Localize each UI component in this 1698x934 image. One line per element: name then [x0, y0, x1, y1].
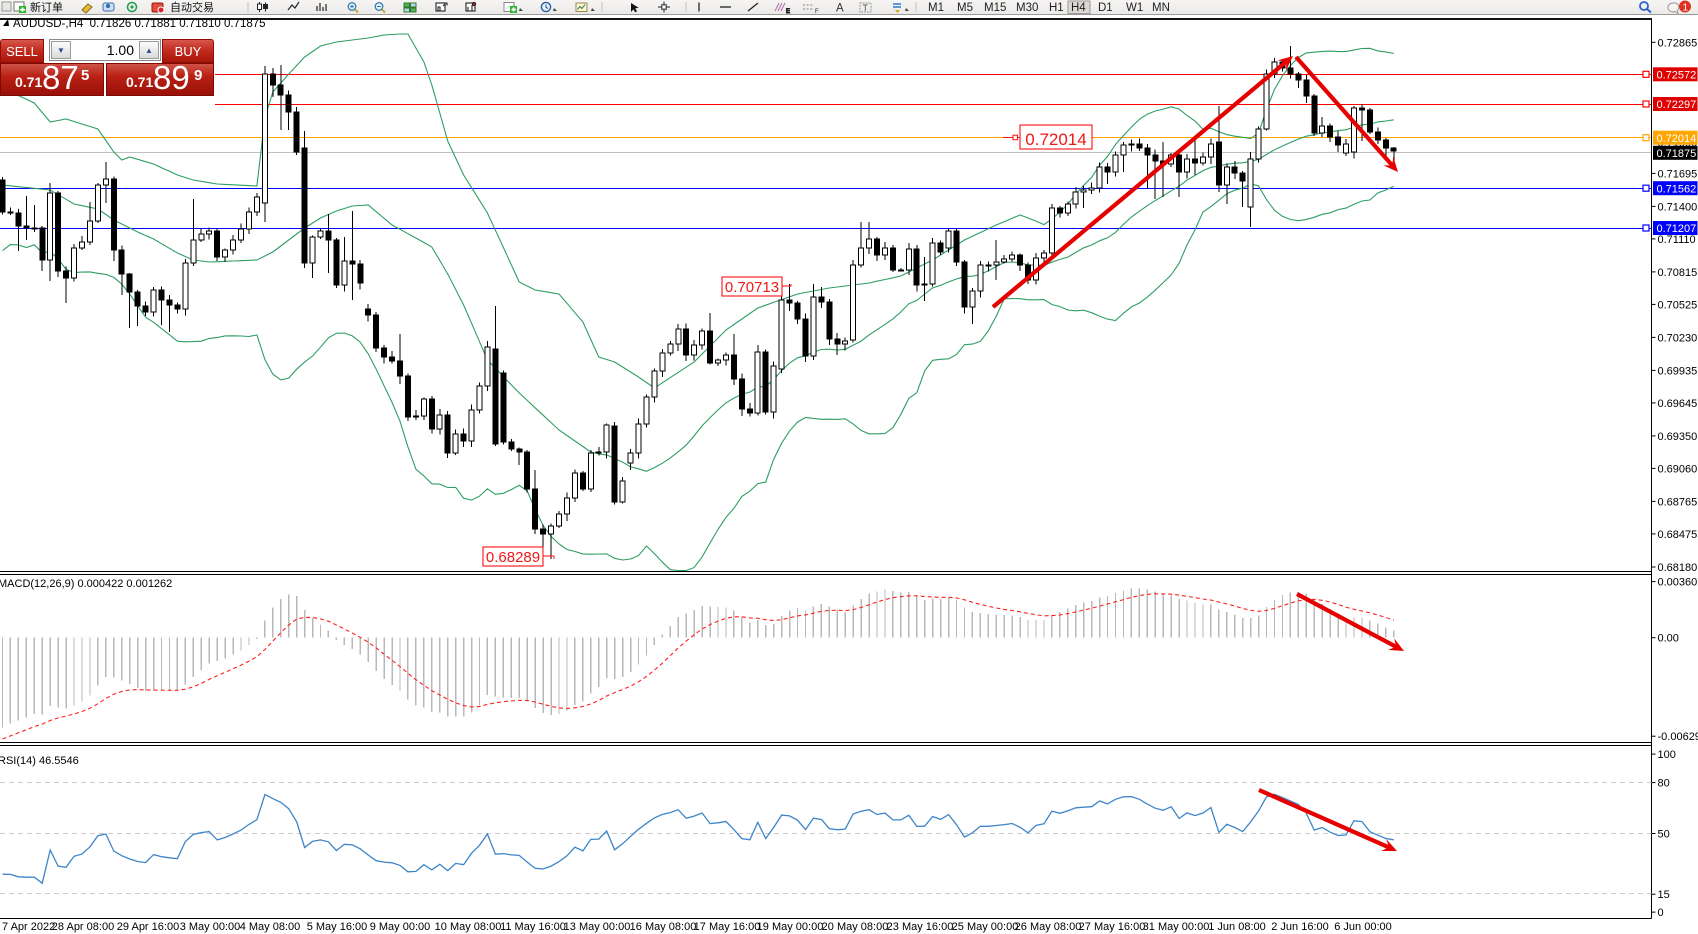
svg-text:1: 1: [1683, 3, 1689, 14]
svg-text:25 May 00:00: 25 May 00:00: [952, 921, 1019, 933]
svg-text:0.71207: 0.71207: [1657, 223, 1697, 235]
svg-text:0.71562: 0.71562: [1657, 183, 1697, 195]
svg-text:MN: MN: [1152, 2, 1170, 14]
svg-text:0.72297: 0.72297: [1657, 99, 1697, 111]
svg-text:0.71110: 0.71110: [1658, 234, 1696, 246]
svg-text:M5: M5: [957, 2, 973, 14]
svg-text:0.69060: 0.69060: [1658, 463, 1698, 475]
svg-text:T: T: [863, 3, 869, 13]
svg-text:0.69645: 0.69645: [1658, 398, 1698, 410]
svg-text:0.71400: 0.71400: [1658, 201, 1698, 213]
svg-text:7 Apr 2022: 7 Apr 2022: [2, 921, 55, 933]
svg-text:0.72014: 0.72014: [1657, 133, 1697, 145]
svg-text:0.71695: 0.71695: [1658, 168, 1698, 180]
svg-text:0.71875: 0.71875: [1657, 148, 1697, 160]
svg-text:100: 100: [1658, 749, 1676, 761]
svg-text:M30: M30: [1016, 2, 1038, 14]
svg-text:自动交易: 自动交易: [170, 0, 214, 14]
svg-text:RSI(14) 46.5546: RSI(14) 46.5546: [0, 755, 79, 767]
svg-text:0.70713: 0.70713: [725, 279, 779, 296]
svg-text:0.70230: 0.70230: [1658, 332, 1698, 344]
svg-text:0.68289: 0.68289: [486, 549, 540, 566]
svg-text:5 May 16:00: 5 May 16:00: [307, 921, 368, 933]
svg-text:1 Jun 08:00: 1 Jun 08:00: [1208, 921, 1266, 933]
svg-text:0.72865: 0.72865: [1658, 37, 1698, 49]
svg-text:6 Jun 00:00: 6 Jun 00:00: [1334, 921, 1392, 933]
svg-text:16 May 08:00: 16 May 08:00: [630, 921, 697, 933]
svg-text:28 Apr 08:00: 28 Apr 08:00: [52, 921, 114, 933]
svg-text:MACD(12,26,9) 0.000422 0.00126: MACD(12,26,9) 0.000422 0.001262: [0, 578, 172, 590]
svg-text:27 May 16:00: 27 May 16:00: [1079, 921, 1146, 933]
svg-text:M1: M1: [928, 2, 944, 14]
svg-text:13 May 00:00: 13 May 00:00: [564, 921, 631, 933]
svg-text:0: 0: [1658, 907, 1664, 919]
svg-text:23 May 16:00: 23 May 16:00: [887, 921, 954, 933]
svg-text:0.68475: 0.68475: [1658, 529, 1698, 541]
svg-text:19 May 00:00: 19 May 00:00: [757, 921, 824, 933]
svg-text:0.68765: 0.68765: [1658, 496, 1698, 508]
svg-text:H1: H1: [1049, 2, 1064, 14]
svg-text:0.69935: 0.69935: [1658, 365, 1698, 377]
svg-text:0.70525: 0.70525: [1658, 299, 1698, 311]
svg-text:17 May 16:00: 17 May 16:00: [694, 921, 761, 933]
svg-text:15: 15: [1658, 889, 1670, 901]
svg-text:31 May 00:00: 31 May 00:00: [1143, 921, 1210, 933]
svg-text:80: 80: [1658, 778, 1670, 790]
svg-text:0.68180: 0.68180: [1658, 562, 1698, 574]
svg-text:0.72014: 0.72014: [1025, 130, 1086, 149]
svg-text:W1: W1: [1126, 2, 1143, 14]
svg-text:0.72572: 0.72572: [1657, 70, 1697, 82]
svg-text:D1: D1: [1098, 2, 1113, 14]
svg-text:26 May 08:00: 26 May 08:00: [1015, 921, 1082, 933]
svg-text:0.69350: 0.69350: [1658, 431, 1698, 443]
svg-text:2 Jun 16:00: 2 Jun 16:00: [1271, 921, 1329, 933]
svg-text:9 May 00:00: 9 May 00:00: [370, 921, 431, 933]
svg-text:F: F: [815, 9, 819, 14]
svg-text:H4: H4: [1071, 2, 1086, 14]
svg-text:11 May 16:00: 11 May 16:00: [500, 921, 566, 933]
svg-text:20 May 08:00: 20 May 08:00: [822, 921, 889, 933]
svg-text:M15: M15: [984, 2, 1006, 14]
svg-text:0.70815: 0.70815: [1658, 267, 1698, 279]
svg-text:0.00: 0.00: [1658, 633, 1679, 645]
svg-text:3 May 00:00: 3 May 00:00: [180, 921, 241, 933]
svg-text:4 May 08:00: 4 May 08:00: [240, 921, 301, 933]
svg-text:50: 50: [1658, 829, 1670, 841]
svg-text:AUDUSD-,H4 0.71826 0.71881 0.: AUDUSD-,H4 0.71826 0.71881 0.71810 0.718…: [13, 18, 266, 30]
svg-text:-0.006292: -0.006292: [1658, 731, 1698, 743]
svg-text:10 May 08:00: 10 May 08:00: [435, 921, 502, 933]
svg-text:29 Apr 16:00: 29 Apr 16:00: [117, 921, 179, 933]
svg-text:A: A: [836, 3, 844, 15]
svg-text:E: E: [786, 9, 790, 14]
svg-text:0.003607: 0.003607: [1658, 577, 1698, 589]
svg-text:新订单: 新订单: [30, 0, 63, 14]
